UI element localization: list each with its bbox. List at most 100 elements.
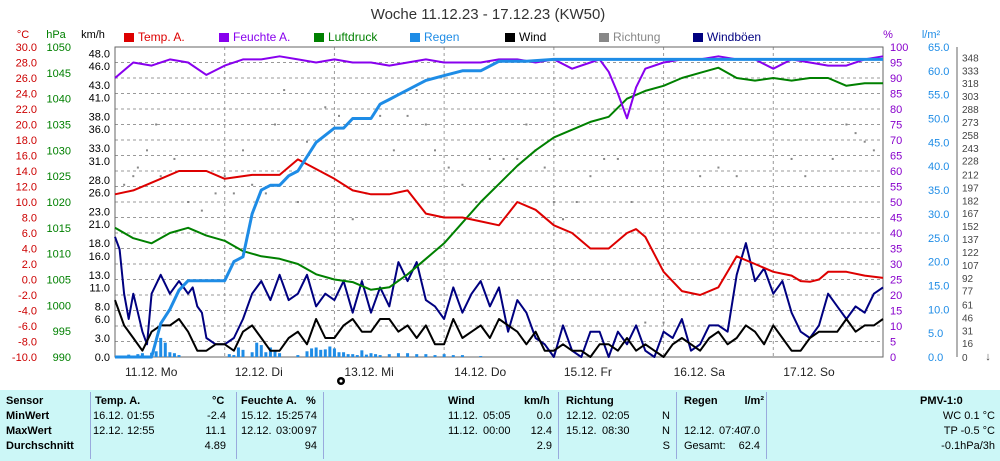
dir-tick-label: 303 [962, 92, 979, 103]
hum-tick-label: 100 [890, 42, 908, 54]
hum-tick-label: 50 [890, 197, 902, 209]
wind-tick-label: 13.0 [89, 270, 110, 282]
current-day-marker-inner [339, 379, 343, 383]
direction-dot [434, 149, 436, 152]
direction-dot [461, 183, 464, 186]
stats-divider [90, 392, 91, 459]
dir-tick-label: 243 [962, 144, 979, 155]
rain-interval-bar [360, 350, 364, 357]
rain-interval-bar [241, 349, 245, 357]
x-tick-label: 17.12. So [783, 365, 835, 379]
direction-dot [575, 201, 578, 203]
dir-tick-label: 31 [962, 326, 974, 337]
rain-interval-bar [328, 346, 332, 357]
hpa-tick-label: 1050 [47, 42, 71, 54]
hum-tick-label: 80 [890, 104, 902, 116]
dir-tick-label: 333 [962, 66, 979, 77]
legend-swatch [505, 33, 515, 42]
legend-label: Windböen [707, 30, 761, 44]
direction-dot [845, 123, 848, 126]
direction-dot [699, 175, 702, 178]
temp-tick-label: 22.0 [16, 104, 37, 116]
temp-tick-label: 0.0 [22, 275, 37, 287]
direction-dot [662, 321, 665, 324]
wind-tick-label: 31.0 [89, 156, 110, 168]
dir-tick-label: 318 [962, 79, 979, 90]
wind-tick-label: 18.0 [89, 238, 110, 250]
wind-tick-label: 8.0 [95, 301, 110, 313]
rain-interval-bar [305, 351, 309, 357]
rain-value: 7.0 [744, 425, 760, 437]
wind-tick-label: 26.0 [89, 188, 110, 200]
rain-tick-label: 55.0 [928, 90, 949, 102]
rain-interval-bar [255, 342, 259, 357]
hpa-tick-label: 990 [53, 352, 71, 364]
direction-dot [274, 123, 276, 126]
dir-tick-label: 92 [962, 274, 974, 285]
hum-date: 15.12. [241, 410, 272, 422]
rain-interval-bar [323, 349, 327, 357]
direction-dot [488, 157, 491, 160]
rain-interval-bar [268, 347, 272, 357]
direction-dot [863, 140, 866, 143]
wind-time: 00:00 [483, 425, 511, 437]
rain-interval-bar [259, 345, 263, 357]
dir-value: N [662, 425, 670, 437]
rain-tick-label: 50.0 [928, 114, 949, 126]
dir-tick-label: 107 [962, 261, 979, 272]
temp-tick-label: -6.0 [18, 321, 37, 333]
stats-rain-unit-text: l/m² [744, 395, 764, 407]
hum-tick-label: 85 [890, 89, 902, 101]
wind-tick-label: 23.0 [89, 206, 110, 218]
temp-time: 01:55 [127, 410, 155, 422]
temp-tick-label: 20.0 [16, 120, 37, 132]
rain-interval-bar [351, 354, 355, 357]
direction-dot [146, 149, 148, 152]
direction-dot [872, 149, 875, 152]
rain-interval-bar [273, 351, 277, 357]
stats-dir-header: Richtung [566, 395, 614, 407]
rain-interval-bar [310, 348, 314, 357]
hum-tick-label: 45 [890, 213, 902, 225]
temp-tick-label: 8.0 [22, 213, 37, 225]
direction-dot [589, 175, 592, 178]
direction-dot [424, 123, 427, 126]
direction-dot [543, 166, 546, 169]
wind-tick-label: 41.0 [89, 93, 110, 105]
rain-tick-label: 35.0 [928, 185, 949, 197]
stats-divider [236, 392, 237, 459]
rain-interval-bar [460, 355, 464, 357]
direction-dot [790, 157, 793, 160]
temp-tick-label: -10.0 [12, 352, 37, 364]
hum-tick-label: 25 [890, 275, 902, 287]
rain-interval-bar [342, 352, 346, 357]
rain-axis-unit: l/m² [922, 29, 941, 41]
rain-interval-bar [250, 352, 254, 357]
rain-interval-bar [406, 353, 410, 357]
rain-interval-bar [236, 347, 240, 357]
rain-interval-bar [163, 342, 167, 357]
rain-interval-bar [442, 354, 446, 357]
x-tick-label: 16.12. Sa [674, 365, 726, 379]
temp-tick-label: 12.0 [16, 182, 37, 194]
hum-tick-label: 60 [890, 166, 902, 178]
direction-dot [552, 201, 555, 203]
direction-dot [159, 175, 162, 178]
direction-dot [306, 140, 308, 143]
direction-dot [525, 123, 528, 126]
rain-interval-bar [227, 354, 231, 357]
hpa-tick-label: 1040 [47, 94, 71, 106]
legend-swatch [693, 33, 703, 42]
stats-temp-unit: °C [212, 395, 225, 407]
direction-dot [475, 201, 478, 203]
weather-chart: Woche 11.12.23 - 17.12.23 (KW50) 30.0 28.… [12, 6, 991, 385]
temp-tick-label: 2.0 [22, 259, 37, 271]
hum-tick-label: 10 [890, 321, 902, 333]
direction-dot [630, 201, 633, 203]
rain-interval-bar [172, 353, 176, 357]
hpa-tick-label: 1035 [47, 120, 71, 132]
x-tick-label: 12.12. Di [235, 365, 283, 379]
rain-time: 07:40 [719, 425, 747, 437]
dir-tick-label: 182 [962, 196, 979, 207]
dir-tick-label: 152 [962, 222, 979, 233]
